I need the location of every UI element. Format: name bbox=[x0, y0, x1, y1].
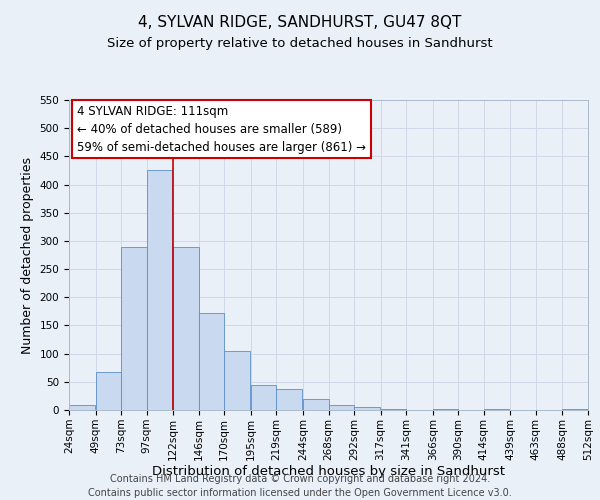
Bar bbox=[329, 406, 354, 410]
Bar bbox=[303, 398, 329, 410]
Bar bbox=[69, 406, 95, 410]
Bar bbox=[95, 372, 121, 410]
Text: Contains HM Land Registry data © Crown copyright and database right 2024.
Contai: Contains HM Land Registry data © Crown c… bbox=[88, 474, 512, 498]
Y-axis label: Number of detached properties: Number of detached properties bbox=[21, 156, 34, 354]
Text: 4, SYLVAN RIDGE, SANDHURST, GU47 8QT: 4, SYLVAN RIDGE, SANDHURST, GU47 8QT bbox=[139, 15, 461, 30]
Bar bbox=[380, 409, 406, 410]
Bar bbox=[562, 409, 588, 410]
Bar bbox=[224, 351, 250, 410]
Bar bbox=[484, 409, 509, 410]
Text: Size of property relative to detached houses in Sandhurst: Size of property relative to detached ho… bbox=[107, 38, 493, 51]
Bar bbox=[251, 385, 277, 410]
Bar bbox=[173, 246, 199, 410]
Bar bbox=[199, 313, 224, 410]
X-axis label: Distribution of detached houses by size in Sandhurst: Distribution of detached houses by size … bbox=[152, 466, 505, 478]
Bar bbox=[354, 407, 380, 410]
Text: 4 SYLVAN RIDGE: 111sqm
← 40% of detached houses are smaller (589)
59% of semi-de: 4 SYLVAN RIDGE: 111sqm ← 40% of detached… bbox=[77, 104, 366, 154]
Bar bbox=[433, 409, 458, 410]
Bar bbox=[146, 170, 172, 410]
Bar bbox=[277, 388, 302, 410]
Bar bbox=[121, 246, 146, 410]
